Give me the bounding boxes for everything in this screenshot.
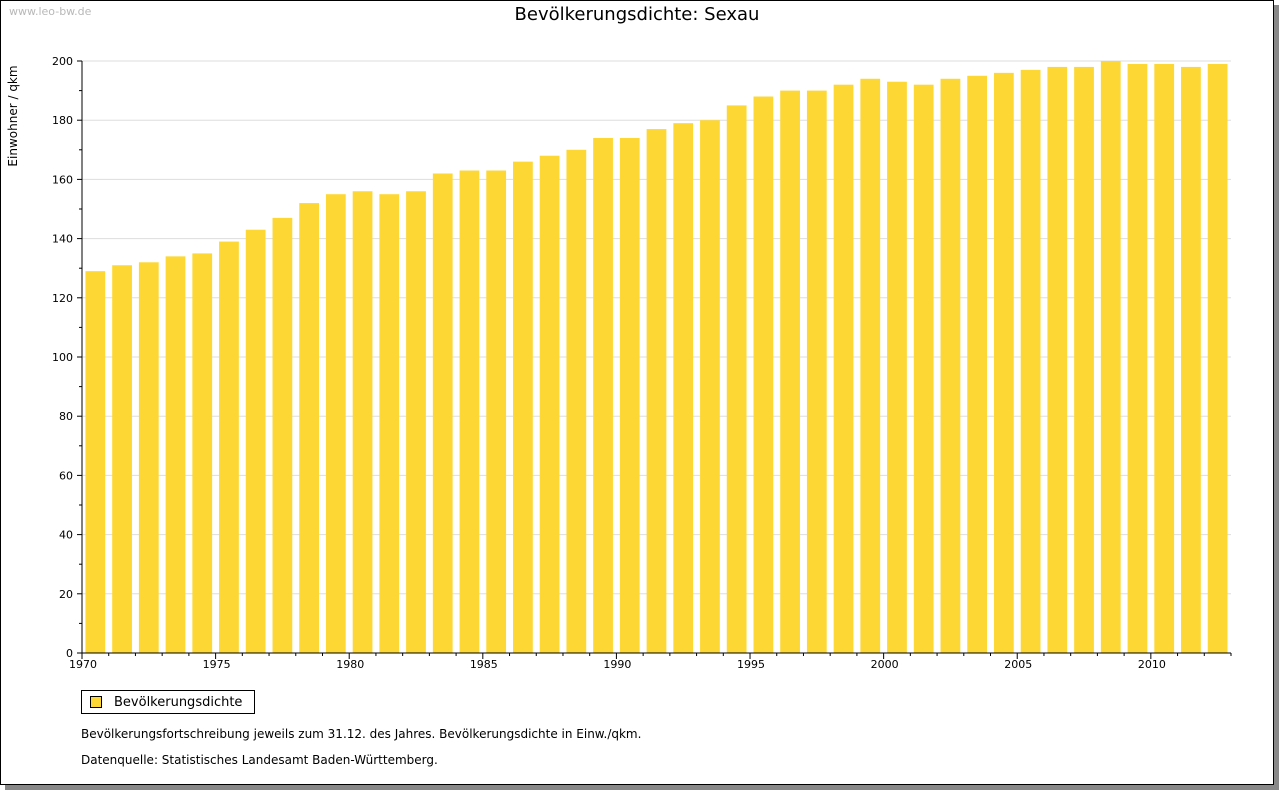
y-tick-label: 40: [59, 529, 73, 542]
bar-1979: [325, 194, 346, 653]
bar-1986: [513, 161, 533, 653]
y-tick-label: 160: [52, 173, 73, 186]
bar-1988: [566, 149, 587, 654]
bar-1981: [379, 194, 400, 653]
bar-1985: [486, 170, 507, 653]
bar-1971: [112, 265, 132, 653]
bar-2010: [1154, 63, 1175, 653]
bar-1998: [833, 84, 854, 654]
bar-2011: [1181, 66, 1201, 654]
watermark: www.leo-bw.de: [9, 5, 92, 18]
bar-1992: [673, 123, 694, 653]
x-tick-label: 1975: [203, 658, 231, 671]
axes: 0 20 40 60 80 100 120 140 160 180 200 1970 1975 1980 1…: [52, 55, 1232, 671]
bar-1977: [272, 217, 293, 653]
y-tick-label: 120: [52, 292, 73, 305]
bar-2005: [1020, 69, 1041, 653]
y-tick-label: 60: [59, 469, 73, 482]
x-tick-label: 2000: [871, 658, 899, 671]
bar-1982: [406, 191, 426, 654]
bar-1970: [85, 271, 106, 653]
x-tick-label: 1985: [470, 658, 498, 671]
bar-2004: [993, 72, 1014, 654]
bar-1987: [539, 155, 560, 653]
y-tick-label: 200: [52, 55, 73, 68]
bar-1975: [219, 241, 239, 653]
bar-1973: [165, 256, 186, 653]
bar-2000: [887, 81, 907, 654]
chart-title: Bevölkerungsdichte: Sexau: [514, 4, 760, 25]
bar-1978: [299, 203, 320, 653]
bar-1991: [646, 129, 667, 653]
bar-2001: [913, 84, 934, 654]
y-tick-label: 0: [66, 647, 73, 660]
bar-1996: [780, 90, 800, 654]
legend-label: Bevölkerungsdichte: [114, 694, 243, 710]
bar-1980: [352, 191, 373, 654]
bar-2008: [1100, 61, 1121, 653]
y-tick-label: 180: [52, 114, 73, 127]
bar-2009: [1127, 63, 1148, 653]
x-tick-label: 1980: [336, 658, 364, 671]
y-tick-label: 20: [59, 588, 73, 601]
x-tick-label: 1990: [603, 658, 631, 671]
footnote-description: Bevölkerungsfortschreibung jeweils zum 3…: [81, 727, 642, 741]
bar-1994: [726, 105, 747, 653]
bar-1989: [593, 137, 613, 653]
y-tick-label: 100: [52, 351, 73, 364]
bar-1993: [700, 120, 720, 653]
y-tick-label: 140: [52, 233, 73, 246]
bar-1999: [860, 78, 881, 653]
x-tick-label: 2005: [1004, 658, 1032, 671]
bar-1997: [806, 90, 827, 654]
x-tick-label: 1995: [737, 658, 765, 671]
bar-1976: [245, 229, 266, 653]
bar-1995: [753, 96, 774, 653]
bar-1984: [459, 170, 480, 653]
bar-chart: 0 20 40 60 80 100 120 140 160 180 200 1970 1975 1980 1…: [6, 55, 1232, 671]
x-tick-label: 1970: [69, 658, 97, 671]
footnote-source: Datenquelle: Statistisches Landesamt Bad…: [81, 753, 438, 767]
bar-2002: [940, 78, 961, 653]
bar-1974: [192, 253, 213, 653]
bar-1972: [138, 262, 159, 653]
legend: Bevölkerungsdichte: [81, 690, 256, 714]
bar-1990: [619, 137, 640, 653]
bar-2012: [1207, 63, 1228, 653]
y-tick-label: 80: [59, 410, 73, 423]
bar-2003: [967, 75, 988, 654]
x-tick-label: 2010: [1138, 658, 1166, 671]
bar-2006: [1047, 66, 1068, 654]
y-axis-label: Einwohner / qkm: [6, 65, 20, 166]
legend-swatch: [90, 696, 102, 708]
bars: [85, 61, 1228, 654]
bar-1983: [432, 173, 453, 654]
bar-2007: [1074, 66, 1094, 654]
